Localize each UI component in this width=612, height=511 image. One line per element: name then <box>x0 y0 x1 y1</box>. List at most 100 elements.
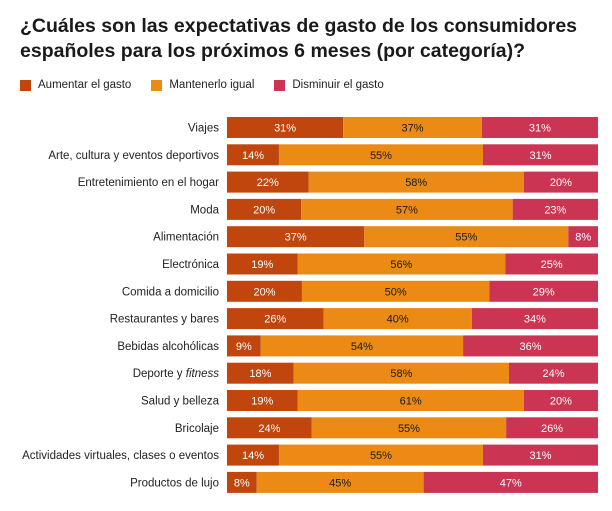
legend-label-same: Mantenerlo igual <box>169 79 255 91</box>
bar-increase <box>227 471 257 493</box>
bar-decrease <box>523 171 598 193</box>
bar-decrease <box>482 444 598 466</box>
data-label-decrease: 26% <box>541 423 563 435</box>
bar-increase <box>227 144 279 166</box>
bar-same <box>301 198 513 220</box>
data-label-decrease: 29% <box>533 286 555 298</box>
data-label-decrease: 34% <box>524 314 546 326</box>
category-label: Deporte y fitness <box>133 368 220 380</box>
data-label-increase: 26% <box>264 314 286 326</box>
bar-decrease <box>506 417 598 439</box>
data-label-same: 58% <box>405 177 427 189</box>
bar-increase <box>227 444 279 466</box>
data-label-decrease: 31% <box>529 450 551 462</box>
bar-same <box>293 362 509 384</box>
data-label-same: 45% <box>329 477 351 489</box>
bar-same <box>311 417 507 439</box>
bar-decrease <box>512 198 598 220</box>
category-label: Restaurantes y bares <box>110 314 220 326</box>
bar-same <box>260 335 464 357</box>
legend-swatch-increase <box>20 79 31 91</box>
bar-increase <box>227 362 294 384</box>
bar-increase <box>227 308 324 330</box>
data-label-increase: 9% <box>236 341 252 353</box>
data-label-decrease: 8% <box>575 232 591 244</box>
data-label-decrease: 47% <box>500 477 522 489</box>
category-label: Entretenimiento en el hogar <box>78 177 219 189</box>
bar-same <box>301 280 490 302</box>
legend-swatch-decrease <box>274 79 286 91</box>
bar-increase <box>227 117 344 138</box>
bar-decrease <box>482 144 598 166</box>
data-label-increase: 20% <box>253 204 275 216</box>
bar-same <box>323 308 472 330</box>
legend-label-decrease: Disminuir el gasto <box>292 79 384 91</box>
data-label-same: 61% <box>400 396 422 408</box>
bar-increase <box>227 226 365 248</box>
bar-decrease <box>505 253 598 275</box>
category-label: Bebidas alcohólicas <box>117 341 219 353</box>
data-label-decrease: 36% <box>520 341 542 353</box>
category-label: Viajes <box>188 123 219 135</box>
bar-decrease <box>471 308 598 330</box>
data-label-increase: 14% <box>242 450 264 462</box>
data-label-same: 55% <box>398 423 420 435</box>
category-label: Comida a domicilio <box>122 286 219 298</box>
data-label-same: 40% <box>387 314 409 326</box>
bar-same <box>364 226 569 248</box>
data-label-decrease: 20% <box>550 396 572 408</box>
data-label-increase: 31% <box>274 123 296 135</box>
data-label-increase: 19% <box>251 259 273 271</box>
category-label: Bricolaje <box>175 423 219 435</box>
data-label-decrease: 20% <box>550 177 572 189</box>
data-label-increase: 18% <box>249 368 271 380</box>
bar-same <box>256 471 424 493</box>
category-label: Electrónica <box>162 259 219 271</box>
category-label: Alimentación <box>153 232 219 244</box>
bar-increase <box>227 253 298 275</box>
data-label-same: 37% <box>401 123 423 135</box>
bar-increase <box>227 171 309 193</box>
bar-decrease <box>463 335 598 357</box>
data-label-same: 58% <box>390 368 412 380</box>
legend-label-increase: Aumentar el gasto <box>38 79 132 91</box>
category-label: Productos de lujo <box>130 477 219 489</box>
data-label-increase: 8% <box>234 477 250 489</box>
chart-title: ¿Cuáles son las expectativas de gasto de… <box>20 15 578 62</box>
bar-same <box>278 144 483 166</box>
bar-increase <box>227 198 302 220</box>
bar-decrease <box>423 471 598 493</box>
data-label-same: 57% <box>396 204 418 216</box>
bar-same <box>343 117 482 138</box>
bar-same <box>278 444 483 466</box>
category-label: Arte, cultura y eventos deportivos <box>48 150 219 162</box>
data-label-decrease: 23% <box>544 204 566 216</box>
data-label-same: 56% <box>390 259 412 271</box>
bar-same <box>297 390 524 411</box>
legend-item-decrease: Disminuir el gasto <box>274 79 384 91</box>
data-label-increase: 24% <box>258 423 280 435</box>
bar-increase <box>227 417 312 439</box>
bar-same <box>308 171 524 193</box>
bar-decrease <box>508 362 598 384</box>
data-label-decrease: 31% <box>529 123 551 135</box>
bar-increase <box>227 280 302 302</box>
legend-item-increase: Aumentar el gasto <box>20 79 131 91</box>
data-label-same: 55% <box>370 450 392 462</box>
bar-increase <box>227 390 298 411</box>
bar-increase <box>227 335 261 357</box>
category-label: Actividades virtuales, clases o eventos <box>22 450 219 462</box>
bar-decrease <box>523 390 598 411</box>
data-label-increase: 20% <box>253 286 275 298</box>
data-label-increase: 22% <box>257 177 279 189</box>
data-label-decrease: 25% <box>541 259 563 271</box>
category-label: Moda <box>190 204 219 216</box>
legend-item-same: Mantenerlo igual <box>151 79 254 91</box>
data-label-increase: 37% <box>285 232 307 244</box>
chart-legend: Aumentar el gasto Mantenerlo igual Dismi… <box>20 79 404 91</box>
data-label-increase: 19% <box>251 396 273 408</box>
bar-same <box>297 253 506 275</box>
legend-swatch-same <box>151 79 163 91</box>
bar-decrease <box>568 226 598 248</box>
